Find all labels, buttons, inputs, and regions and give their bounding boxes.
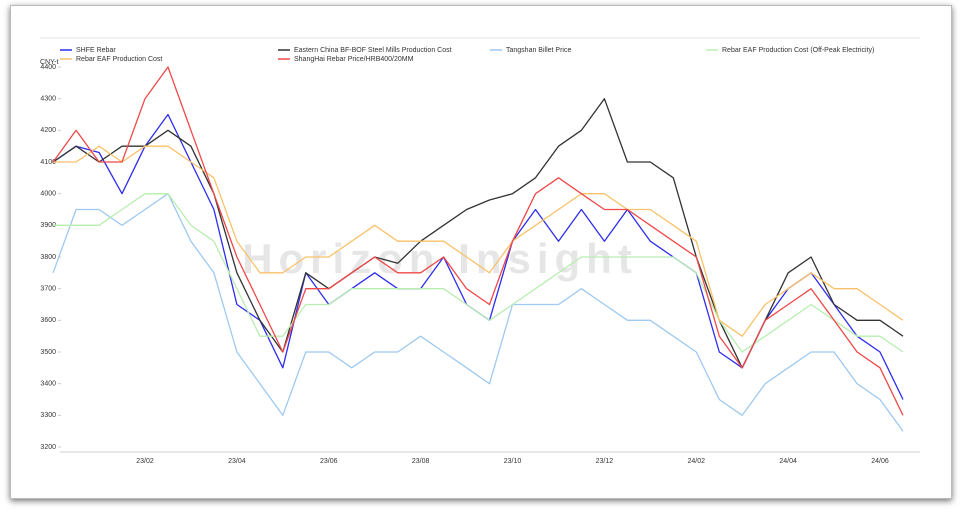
x-tick-label: 24/06	[871, 458, 889, 465]
legend-label: Rebar EAF Production Cost	[76, 56, 162, 63]
legend-label: ShangHai Rebar Price/HRB400/20MM	[294, 56, 414, 63]
series-line	[52, 193, 904, 432]
x-tick-label: 24/04	[779, 458, 797, 465]
y-tick-label: 4000	[40, 191, 56, 198]
y-tick-label: 3700	[40, 286, 56, 293]
series-line	[52, 98, 904, 369]
x-tick-label: 23/08	[412, 458, 430, 465]
x-tick-label: 23/04	[228, 458, 246, 465]
y-tick-label: 3900	[40, 222, 56, 229]
legend-label: Tangshan Billet Price	[506, 47, 571, 54]
y-tick-label: 3300	[40, 412, 56, 419]
series-line	[52, 66, 904, 416]
legend-label: SHFE Rebar	[76, 47, 116, 54]
y-tick-label: 3500	[40, 349, 56, 356]
x-tick-label: 23/12	[596, 458, 614, 465]
y-tick-label: 3200	[40, 444, 56, 451]
chart-card	[10, 5, 952, 499]
y-tick-label: 4100	[40, 159, 56, 166]
y-axis-unit: CNY-t	[40, 59, 58, 66]
legend-label: Eastern China BF-BOF Steel Mills Product…	[294, 47, 452, 54]
y-tick-label: 4400	[40, 64, 56, 71]
x-tick-label: 23/06	[320, 458, 338, 465]
series-line	[53, 193, 904, 353]
legend-label: Rebar EAF Production Cost (Off-Peak Elec…	[722, 47, 874, 54]
y-tick-label: 3800	[40, 254, 56, 261]
y-tick-label: 4200	[40, 127, 56, 134]
x-tick-label: 23/02	[136, 458, 154, 465]
y-tick-label: 3600	[40, 317, 56, 324]
y-tick-label: 4300	[40, 96, 56, 103]
x-tick-label: 24/02	[688, 458, 706, 465]
series-line	[53, 145, 904, 337]
x-tick-label: 23/10	[504, 458, 522, 465]
y-tick-label: 3400	[40, 381, 56, 388]
